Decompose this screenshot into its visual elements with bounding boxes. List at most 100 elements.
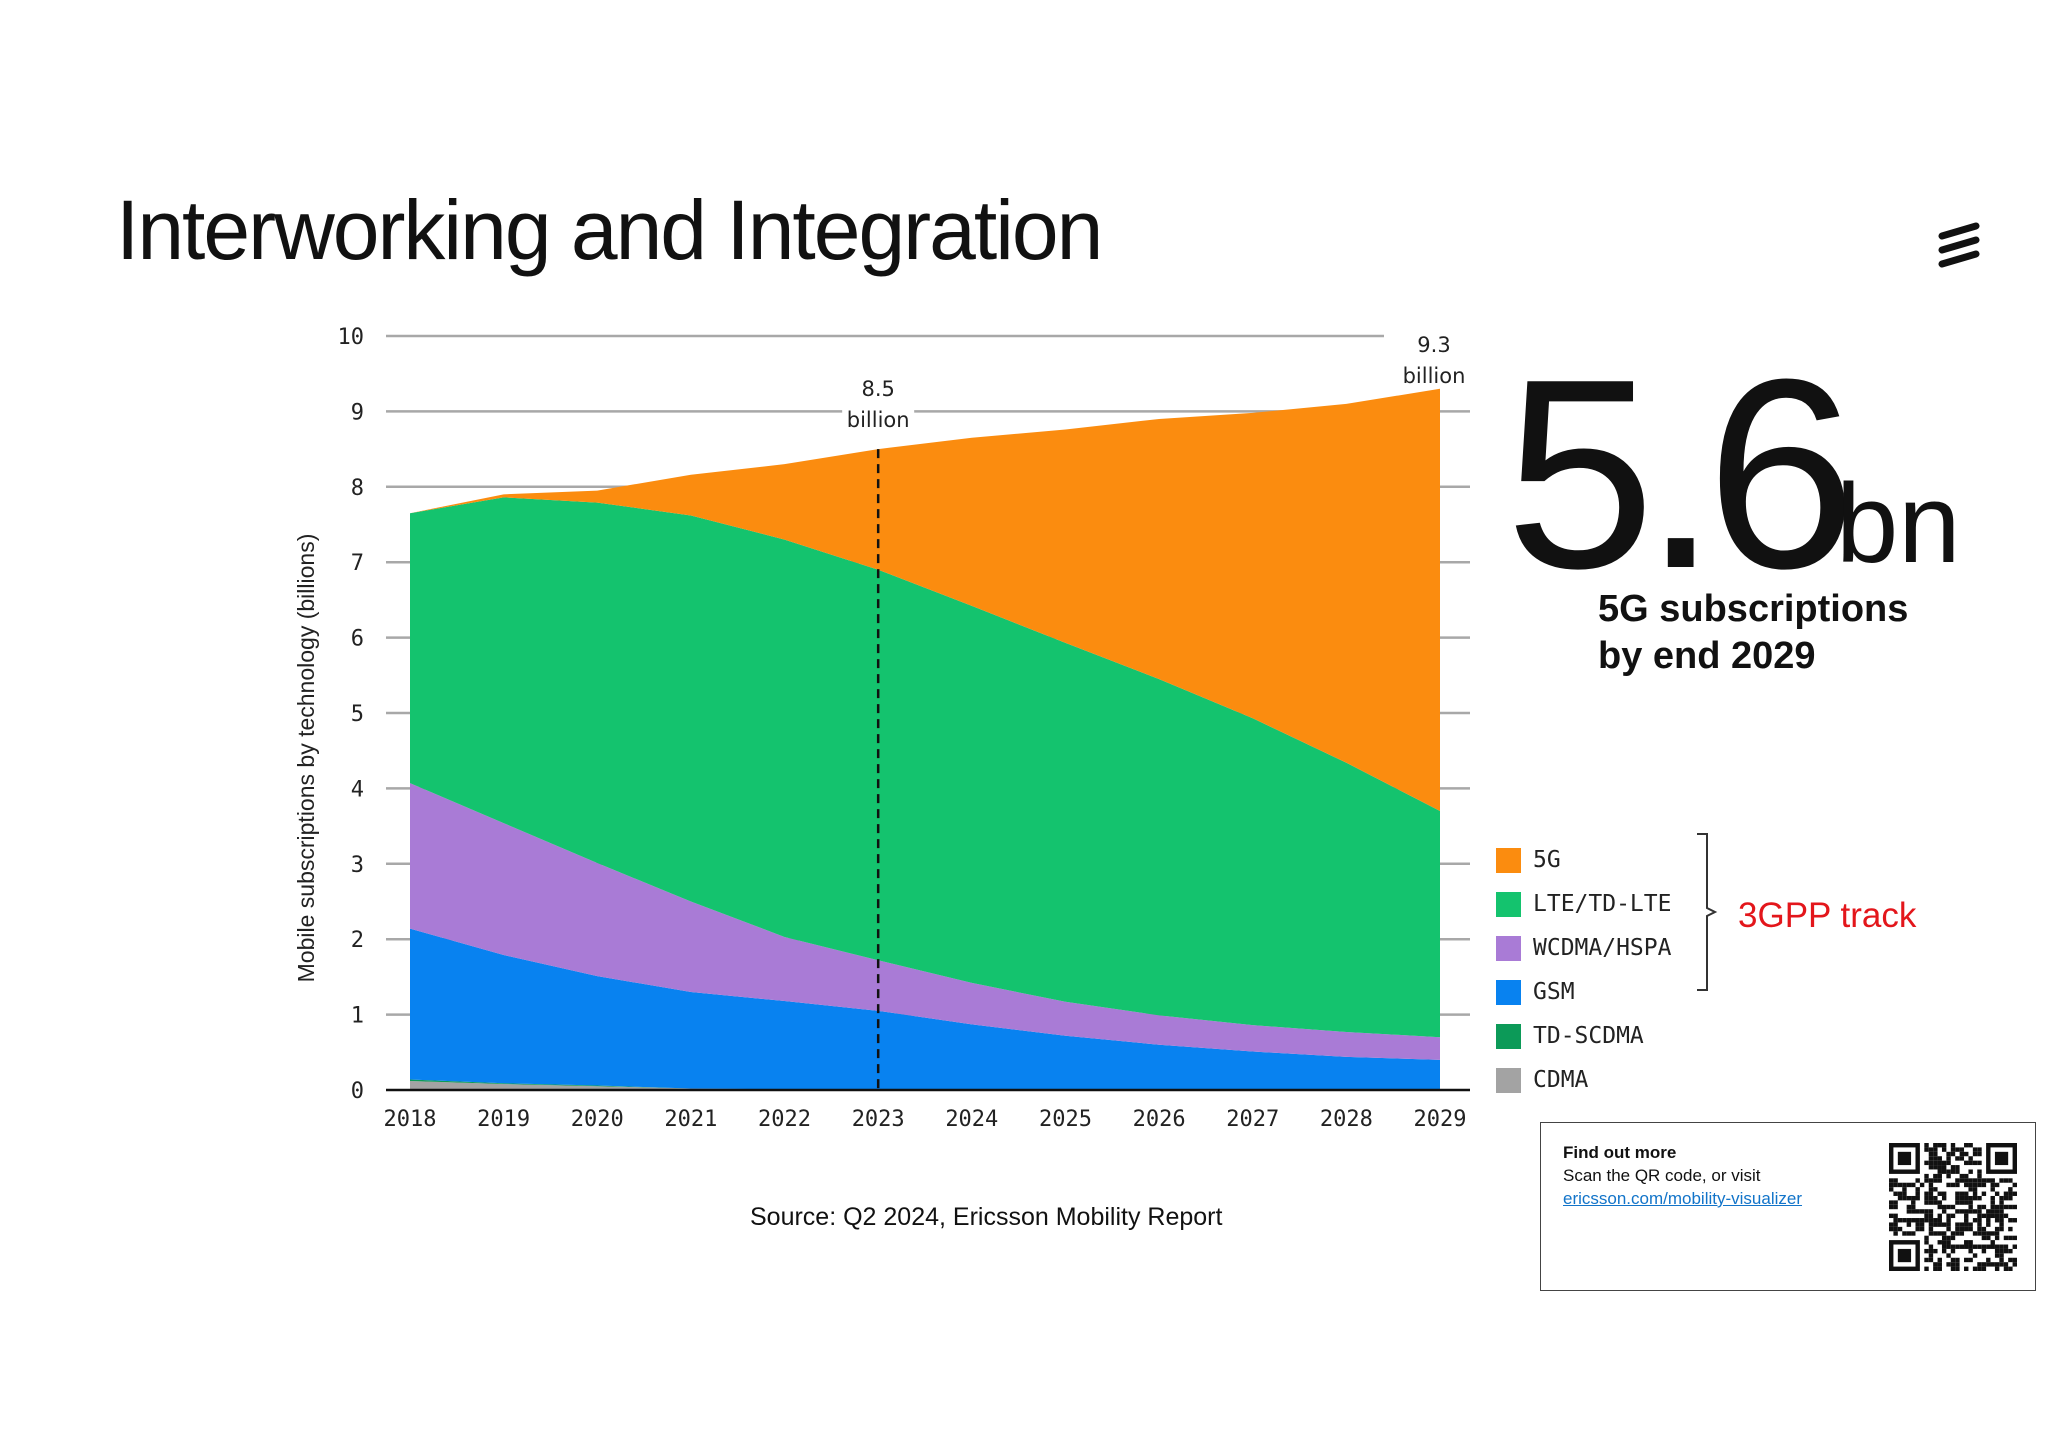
- qr-module: [1950, 1169, 1956, 1174]
- qr-module: [1902, 1218, 1907, 1223]
- y-tick-label: 8: [351, 476, 364, 501]
- qr-module: [1893, 1204, 1898, 1210]
- qr-module: [1928, 1160, 1934, 1166]
- qr-module: [1924, 1160, 1929, 1166]
- qr-module: [1977, 1231, 1982, 1236]
- qr-module: [1928, 1156, 1934, 1161]
- qr-module: [1937, 1178, 1942, 1183]
- qr-module: [1990, 1187, 1995, 1192]
- qr-module: [1893, 1231, 1898, 1236]
- x-tick-label: 2019: [477, 1107, 530, 1132]
- qr-module: [1911, 1204, 1916, 1210]
- qr-module: [1950, 1244, 1956, 1249]
- qr-module: [1946, 1182, 1951, 1188]
- qr-module: [1946, 1222, 1951, 1227]
- qr-module: [1977, 1160, 1982, 1166]
- qr-module: [1972, 1178, 1978, 1183]
- qr-module: [1955, 1178, 1960, 1183]
- qr-module: [1964, 1266, 1969, 1271]
- qr-module: [1959, 1200, 1965, 1205]
- qr-module: [1911, 1218, 1916, 1223]
- qr-module: [1941, 1165, 1947, 1170]
- annotation-background: [842, 372, 915, 434]
- y-tick-label: 0: [351, 1079, 364, 1104]
- qr-module: [1933, 1147, 1938, 1152]
- qr-module: [1968, 1182, 1973, 1188]
- qr-module: [1955, 1222, 1960, 1227]
- qr-module: [1977, 1182, 1982, 1188]
- qr-module: [1928, 1200, 1934, 1205]
- qr-module: [1994, 1235, 2000, 1241]
- qr-module: [1928, 1178, 1934, 1183]
- x-tick-label: 2022: [758, 1107, 811, 1132]
- qr-module: [2003, 1213, 2009, 1219]
- qr-module: [1972, 1266, 1978, 1271]
- qr-module: [2012, 1257, 2017, 1263]
- qr-module: [1981, 1248, 1987, 1254]
- qr-module: [1968, 1204, 1973, 1210]
- x-tick-label: 2018: [384, 1107, 437, 1132]
- qr-module: [1897, 1182, 1903, 1188]
- mobility-visualizer-link[interactable]: ericsson.com/mobility-visualizer: [1563, 1189, 1803, 1208]
- qr-module: [1977, 1266, 1982, 1271]
- qr-module: [1933, 1248, 1938, 1254]
- qr-module: [1994, 1204, 2000, 1210]
- qr-module: [1968, 1226, 1973, 1232]
- qr-module: [1928, 1218, 1934, 1223]
- qr-module: [1911, 1231, 1916, 1236]
- qr-module: [1994, 1191, 2000, 1196]
- x-tick-label: 2026: [1133, 1107, 1186, 1132]
- qr-code-icon[interactable]: [1889, 1143, 2017, 1271]
- qr-module: [1986, 1257, 1991, 1263]
- qr-module: [2008, 1266, 2013, 1271]
- qr-module: [1897, 1191, 1903, 1196]
- qr-module: [1981, 1244, 1987, 1249]
- qr-module: [1968, 1156, 1973, 1161]
- qr-module: [1977, 1262, 1982, 1267]
- qr-module: [1906, 1222, 1912, 1227]
- qr-module: [1977, 1244, 1982, 1249]
- qr-module: [1977, 1147, 1982, 1152]
- qr-module: [1937, 1204, 1942, 1210]
- qr-module: [1937, 1213, 1942, 1219]
- qr-module: [1933, 1178, 1938, 1183]
- qr-module: [1919, 1218, 1925, 1223]
- qr-module: [2003, 1244, 2009, 1249]
- qr-module: [1986, 1235, 1991, 1241]
- qr-module: [1893, 1218, 1898, 1223]
- y-axis-label: Mobile subscriptions by technology (bill…: [293, 534, 319, 983]
- qr-module: [1968, 1195, 1973, 1201]
- qr-finder: [1897, 1151, 1912, 1166]
- qr-module: [1928, 1209, 1934, 1214]
- legend-swatch-td-scdma: [1496, 1023, 1521, 1049]
- qr-module: [1968, 1222, 1973, 1227]
- qr-module: [1977, 1226, 1982, 1232]
- qr-module: [1959, 1151, 1965, 1157]
- qr-module: [1924, 1191, 1929, 1196]
- qr-module: [1889, 1187, 1894, 1192]
- qr-module: [1994, 1209, 2000, 1214]
- find-out-more-box: Find out more Scan the QR code, or visit…: [1540, 1122, 2036, 1291]
- qr-module: [1955, 1226, 1960, 1232]
- qr-module: [1915, 1222, 1920, 1227]
- qr-module: [1994, 1218, 2000, 1223]
- qr-module: [1972, 1209, 1978, 1214]
- qr-module: [1981, 1191, 1987, 1196]
- qr-module: [2003, 1195, 2009, 1201]
- qr-module: [1946, 1169, 1951, 1174]
- qr-module: [1906, 1204, 1912, 1210]
- qr-module: [1897, 1218, 1903, 1223]
- qr-module: [1964, 1222, 1969, 1227]
- qr-module: [1999, 1200, 2004, 1205]
- qr-module: [1928, 1244, 1934, 1249]
- qr-module: [1941, 1195, 1947, 1201]
- qr-module: [1955, 1244, 1960, 1249]
- qr-module: [1928, 1248, 1934, 1254]
- qr-module: [1941, 1231, 1947, 1236]
- qr-module: [1994, 1226, 2000, 1232]
- qr-module: [1941, 1143, 1947, 1148]
- qr-module: [1933, 1173, 1938, 1179]
- y-tick-label: 4: [351, 777, 364, 802]
- qr-module: [1915, 1195, 1920, 1201]
